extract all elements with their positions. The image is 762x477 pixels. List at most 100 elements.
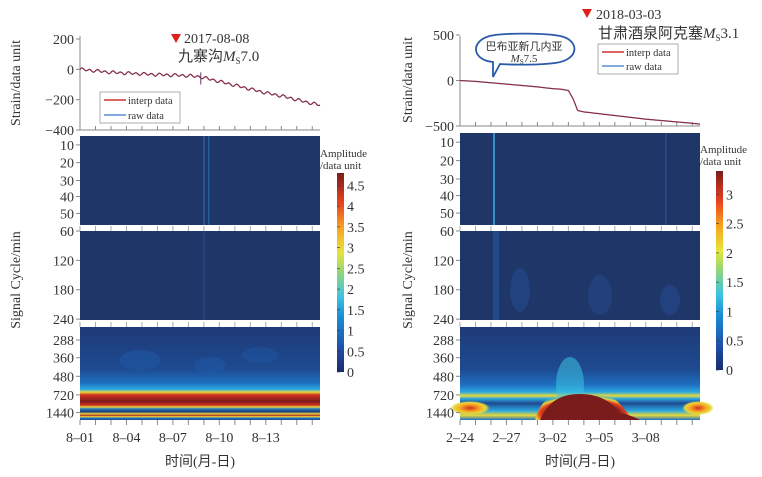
callout-bubble: [475, 32, 576, 78]
x-tick-label: 3–02: [539, 431, 567, 446]
callout-line1: 巴布亚新几内亚: [486, 39, 563, 53]
event-marker-triangle-icon: [171, 34, 181, 43]
cycle-axis-label: Signal Cycle/min: [401, 231, 416, 329]
right-colorbar: Amplitude /data unit 3 2.5 2 1.5 1 0.5 0: [700, 144, 747, 379]
left-colorbar: Amplitude /data unit 4.5 4 3.5 3 2.5 2 1.5 1 0.5…: [320, 148, 367, 381]
colorbar-tick-label: 1: [726, 305, 733, 320]
colorbar-tick-label: 2: [726, 247, 733, 262]
colorbar-tick-label: 1.5: [726, 276, 744, 291]
event-streak: [208, 136, 210, 225]
colorbar-tick-label: 0: [347, 366, 354, 381]
heatmap-edge-lobe: [450, 401, 490, 415]
event-date: 2018-03-03: [596, 8, 661, 23]
x-tick-label: 2–27: [492, 431, 520, 446]
y-tick-label: 480: [433, 370, 454, 385]
minor-streak: [665, 133, 667, 225]
y-tick-label: 288: [53, 334, 74, 349]
y-tick-label: 30: [60, 175, 74, 190]
y-tick-label: −500: [425, 120, 454, 135]
colorbar-tick-label: 1: [347, 325, 354, 340]
x-axis-label: 时间(月-日): [165, 454, 235, 470]
interp-data-line: [460, 79, 701, 125]
strain-axis-label: Strain/data unit: [401, 37, 416, 123]
x-tick-label: 8–01: [66, 431, 94, 446]
y-ticks: 500 0 −500: [425, 29, 460, 135]
colorbar-label-line2: /data unit: [700, 156, 741, 168]
x-ticks: 8–01 8–04 8–07 8–10 8–13: [66, 420, 313, 446]
event-streak: [203, 231, 205, 320]
colorbar-tick-label: 3: [347, 242, 354, 257]
y-tick-label: 50: [440, 207, 454, 222]
event-streak: [493, 133, 495, 225]
x-axis-label: 时间(月-日): [545, 454, 615, 470]
event-date: 2017-08-08: [184, 32, 249, 47]
colorbar-gradient: [716, 171, 723, 370]
colorbar-label-line1: Amplitude: [700, 144, 747, 156]
y-tick-label: 288: [433, 334, 454, 349]
y-tick-label: 180: [433, 284, 454, 299]
y-tick-label: 1440: [46, 407, 74, 422]
colorbar-label-line1: Amplitude: [320, 148, 367, 160]
y-tick-label: 20: [60, 157, 74, 172]
heatmap-patch: [194, 357, 226, 373]
y-tick-label: 60: [60, 225, 74, 240]
colorbar-ticks: 4.5 4 3.5 3 2.5 2 1.5 1 0.5 0: [337, 179, 365, 381]
colorbar-tick-label: 2.5: [726, 218, 744, 233]
heatmap-patch: [120, 350, 160, 370]
mag-value: 7.0: [241, 49, 260, 65]
colorbar-tick-label: 0.5: [726, 335, 744, 350]
legend-interp-label: interp data: [626, 48, 671, 59]
heatmap-patch: [510, 268, 530, 312]
band1-short-period: [460, 133, 700, 225]
x-minor-ticks: [79, 126, 320, 131]
y-tick-label: 20: [440, 155, 454, 170]
legend-box: [99, 91, 181, 124]
colorbar-gradient: [337, 173, 344, 372]
y-tick-label: 0: [447, 75, 454, 90]
colorbar-tick-label: 4.5: [347, 179, 365, 194]
y-tick-label: 1440: [426, 407, 454, 422]
x-minor-ticks: [459, 122, 700, 127]
legend: interp data raw data: [597, 43, 679, 75]
x-tick-label: 3–05: [585, 431, 613, 446]
event-name: 甘肃酒泉阿克塞: [598, 24, 703, 42]
y-tick-label: 10: [60, 139, 74, 154]
y-tick-label: 720: [433, 389, 454, 404]
colorbar-ticks: 3 2.5 2 1.5 1 0.5 0: [716, 188, 744, 379]
y-tick-label: 40: [60, 191, 74, 206]
colorbar-tick-label: 2.5: [347, 262, 365, 277]
y-ticks: 200 0 −200 −400: [45, 33, 80, 139]
left-strain-plot: 200 0 −200 −400 Strain/data unit 2017-08-08…: [9, 32, 321, 139]
x-tick-label: 3–08: [632, 431, 660, 446]
event-title: 九寨沟MS7.0: [178, 47, 259, 66]
right-wavelet-heatmap: 10 20 30 40 50 60 120 180 240 288 360 480 720 1440 2–…: [401, 133, 714, 470]
right-strain-plot: 500 0 −500 Strain/data unit 2018-03-03 甘肃酒…: [401, 8, 739, 135]
legend: interp data raw data: [99, 91, 181, 124]
colorbar-tick-label: 3: [726, 188, 733, 203]
heatmap-edge-lobe: [682, 401, 714, 415]
y-tick-label: 180: [53, 284, 74, 299]
colorbar-tick-label: 0.5: [347, 345, 365, 360]
event-streak: [493, 231, 499, 320]
y-tick-label: 360: [433, 352, 454, 367]
y-tick-label: 10: [440, 136, 454, 151]
colorbar-label-line2: /data unit: [320, 160, 361, 172]
x-tick-label: 8–13: [252, 431, 280, 446]
x-tick-label: 8–07: [159, 431, 187, 446]
legend-raw-label: raw data: [626, 62, 662, 73]
y-tick-label: −400: [45, 124, 74, 139]
event-title: 甘肃酒泉阿克塞MS3.1: [598, 24, 739, 43]
y-tick-label: 120: [433, 254, 454, 269]
mag-prefix: M: [510, 53, 521, 65]
heatmap-patch: [660, 285, 680, 315]
y-tick-label: 0: [67, 63, 74, 78]
y-tick-label: 60: [440, 225, 454, 240]
legend-raw-label: raw data: [128, 111, 164, 122]
event-marker-triangle-icon: [582, 9, 592, 18]
y-tick-label: 240: [53, 313, 74, 328]
